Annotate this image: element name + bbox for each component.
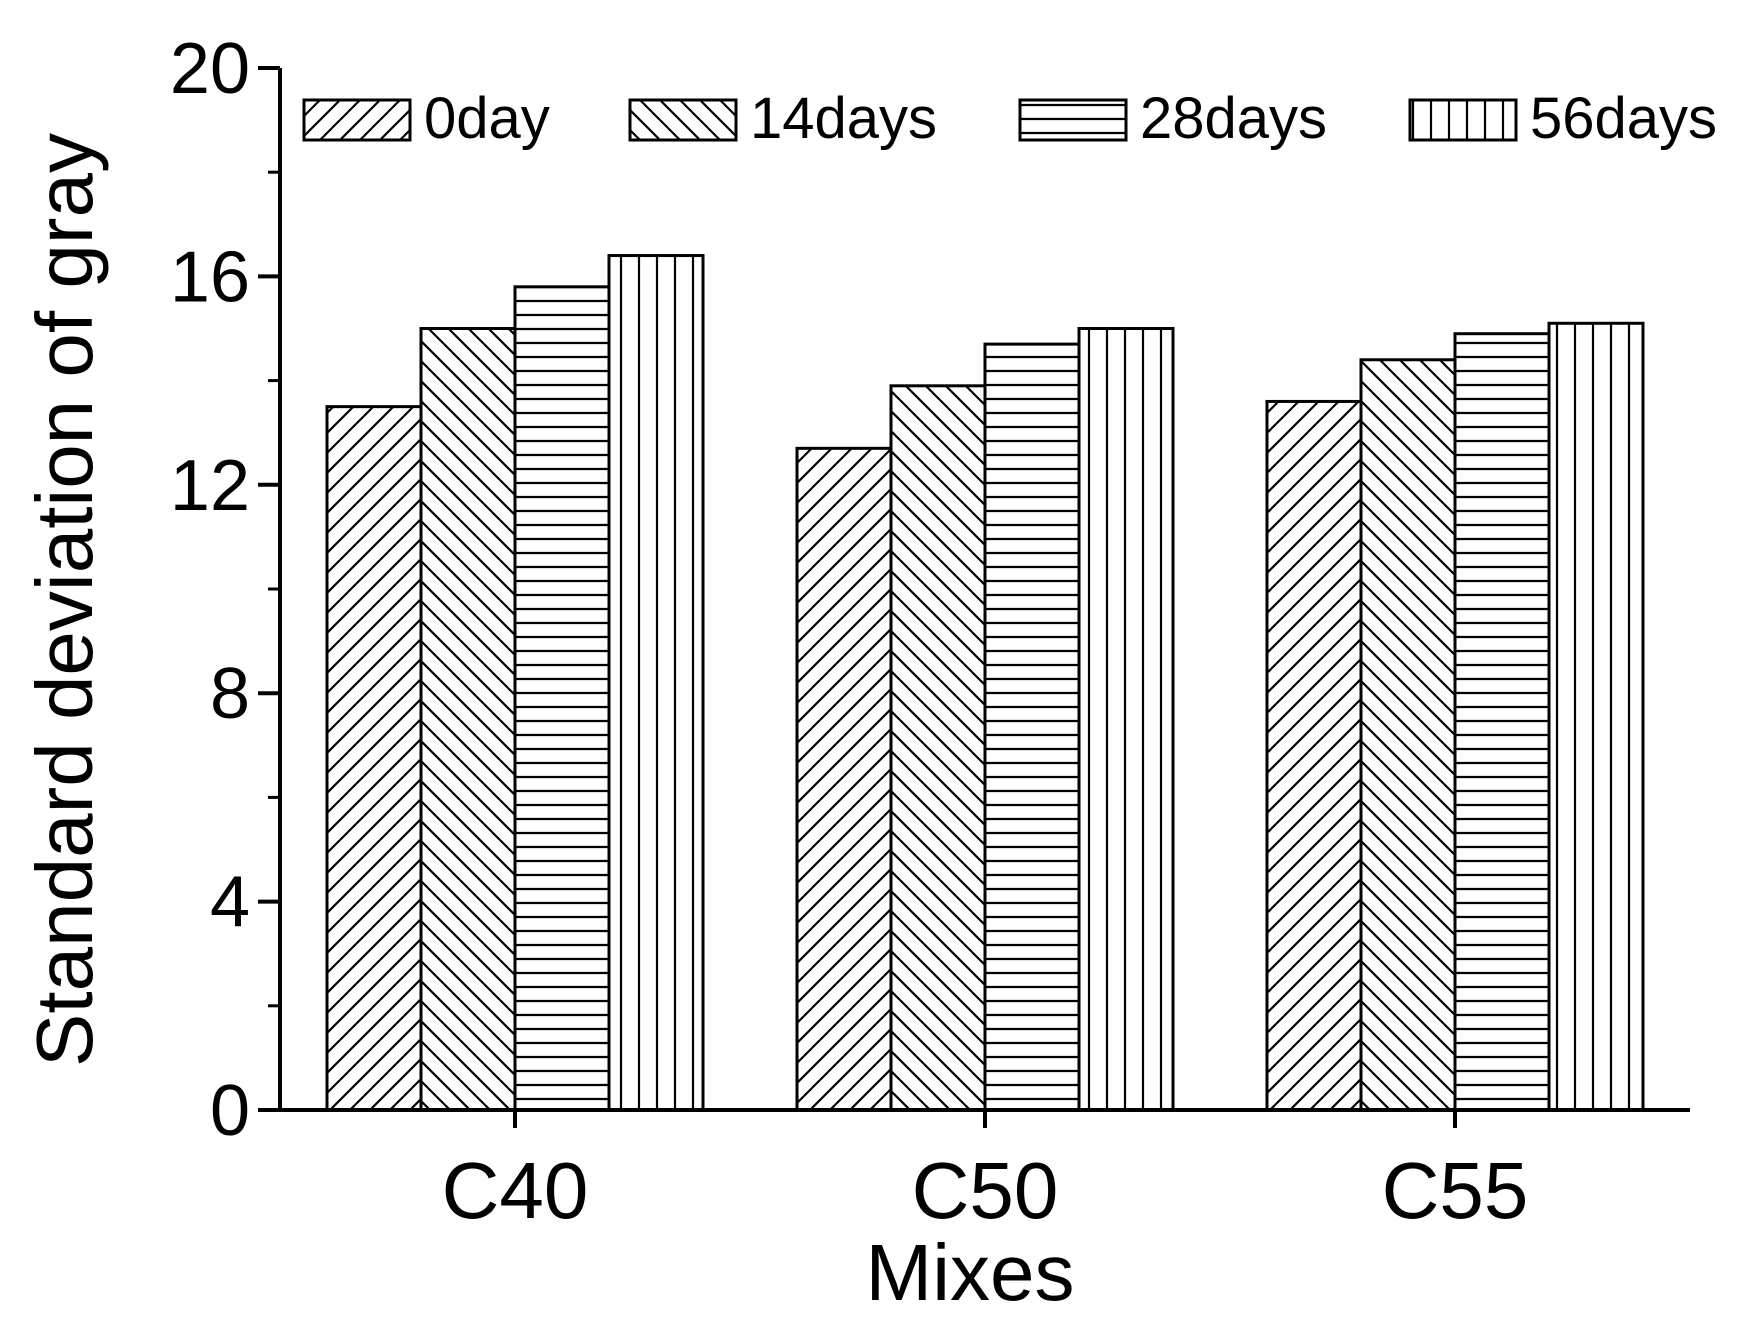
bar-c40-28days	[513, 285, 611, 1112]
legend-label: 14days	[750, 86, 937, 151]
x-categories: C40 C50 C55	[442, 1110, 1529, 1235]
bar-c50-0day	[795, 446, 893, 1112]
bar-c50-14days	[889, 384, 987, 1112]
bar-c50-56days	[1077, 327, 1175, 1112]
y-axis-title: Standard deviation of gray	[20, 133, 109, 1067]
x-tick-label: C40	[442, 1146, 589, 1235]
legend-item-0day: 0day	[302, 86, 550, 151]
bar-c55-28days	[1453, 332, 1551, 1112]
legend-label: 56days	[1530, 86, 1717, 151]
y-tick-label: 0	[210, 1071, 250, 1151]
bar-c50-28days	[983, 342, 1081, 1112]
legend: 0day 14days 28days 56days	[302, 86, 1717, 151]
legend-label: 28days	[1140, 86, 1327, 151]
y-tick-label: 16	[170, 237, 250, 317]
y-tick-label: 12	[170, 446, 250, 526]
y-tick-label: 4	[210, 863, 250, 943]
x-axis-title: Mixes	[866, 1228, 1075, 1317]
legend-item-14days: 14days	[628, 86, 937, 151]
legend-swatch	[302, 98, 412, 142]
bar-c40-0day	[325, 405, 423, 1112]
x-tick-label: C55	[1382, 1146, 1529, 1235]
y-tick-label: 8	[210, 654, 250, 734]
legend-swatch	[628, 98, 738, 142]
legend-item-28days: 28days	[1018, 86, 1327, 151]
bars-layer	[325, 254, 1645, 1112]
bar-c55-14days	[1359, 358, 1457, 1112]
x-tick-label: C50	[912, 1146, 1059, 1235]
bar-c40-56days	[607, 254, 705, 1112]
bar-c55-0day	[1265, 399, 1363, 1112]
legend-label: 0day	[424, 86, 550, 151]
bar-c40-14days	[419, 327, 517, 1112]
legend-swatch	[1408, 98, 1518, 142]
bar-c55-56days	[1547, 321, 1645, 1112]
y-tick-label: 20	[170, 29, 250, 109]
legend-item-56days: 56days	[1408, 86, 1717, 151]
y-ticks: 0 4 8 12 16 20	[170, 29, 280, 1151]
legend-swatch	[1018, 98, 1128, 142]
